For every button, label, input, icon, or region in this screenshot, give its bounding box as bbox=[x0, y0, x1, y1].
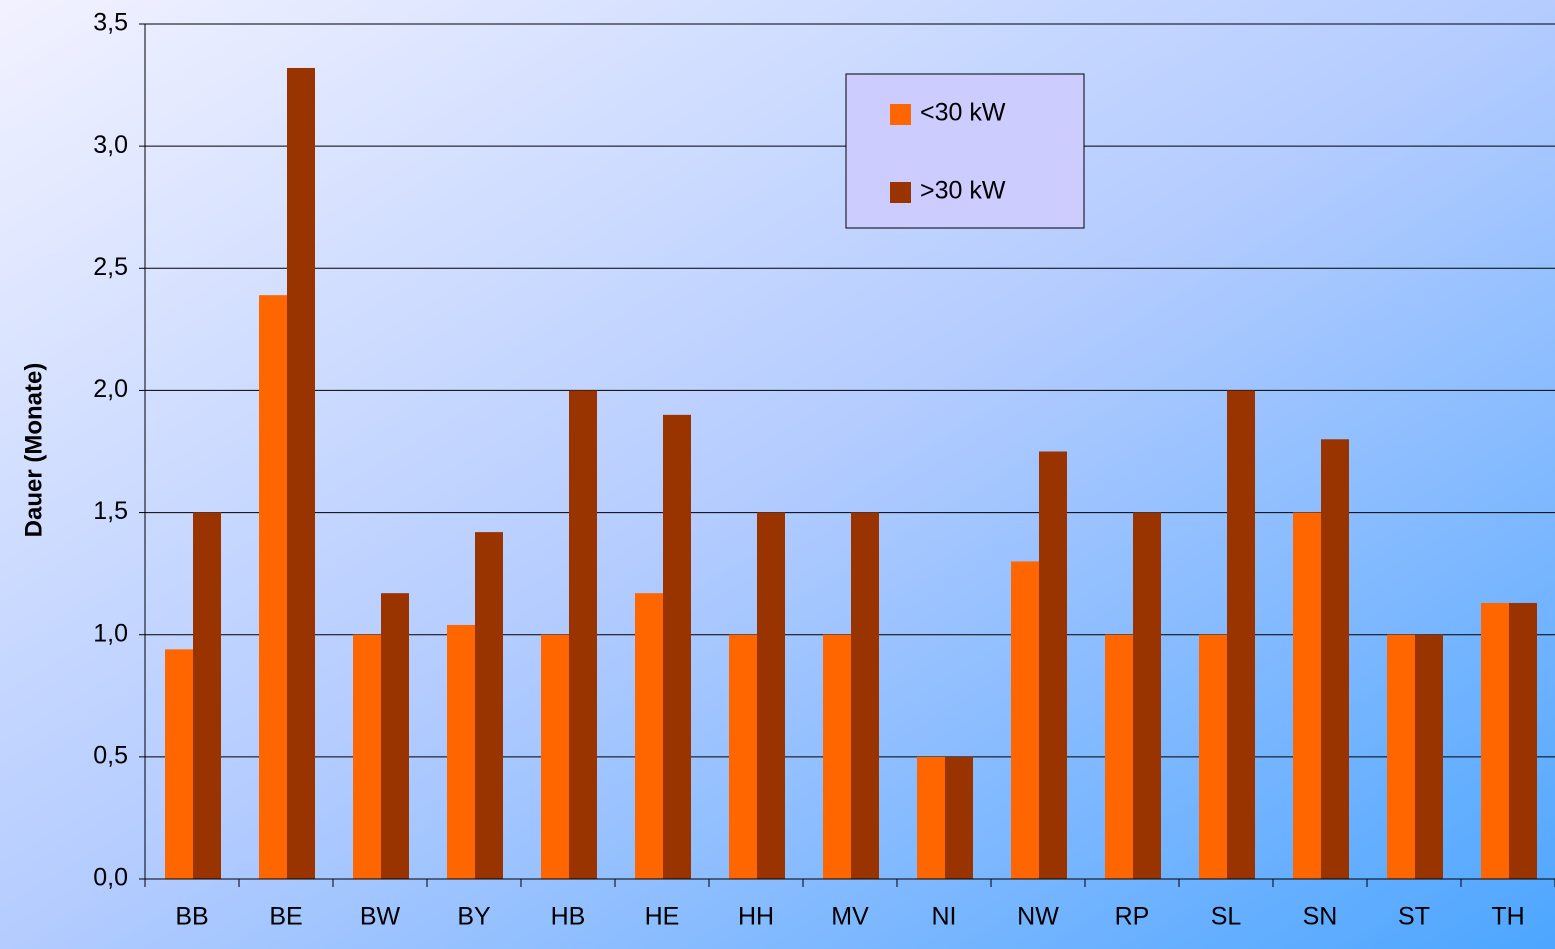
bar bbox=[1039, 451, 1067, 879]
x-tick-label: NW bbox=[1017, 903, 1059, 931]
bar bbox=[569, 390, 597, 879]
bar bbox=[1481, 602, 1509, 879]
x-tick-label: BY bbox=[457, 903, 491, 931]
y-tick-label: 1,0 bbox=[93, 619, 128, 647]
bar bbox=[381, 593, 409, 879]
x-tick-label: HH bbox=[738, 903, 774, 931]
x-tick-label: BB bbox=[175, 903, 208, 931]
bar bbox=[851, 512, 879, 879]
bar bbox=[165, 649, 193, 879]
bar bbox=[945, 756, 973, 879]
bar bbox=[1105, 634, 1133, 879]
bar bbox=[823, 634, 851, 879]
bar bbox=[541, 634, 569, 879]
bar bbox=[917, 756, 945, 879]
x-tick-label: BE bbox=[269, 903, 302, 931]
x-tick-label: SN bbox=[1303, 903, 1338, 931]
bar bbox=[1415, 634, 1443, 879]
x-tick-label: TH bbox=[1491, 903, 1524, 931]
bar bbox=[1133, 512, 1161, 879]
bar bbox=[447, 624, 475, 879]
bar bbox=[1509, 602, 1537, 879]
legend-swatch bbox=[890, 182, 911, 203]
legend-box bbox=[845, 73, 1085, 229]
x-tick-label: HE bbox=[645, 903, 680, 931]
bar bbox=[1011, 561, 1039, 879]
x-tick-label: BW bbox=[360, 903, 401, 931]
bar bbox=[1387, 634, 1415, 879]
bar bbox=[287, 67, 315, 879]
bar bbox=[757, 512, 785, 879]
bar bbox=[259, 295, 287, 880]
bar bbox=[475, 532, 503, 879]
bar bbox=[663, 414, 691, 879]
y-tick-label: 0,0 bbox=[93, 864, 128, 892]
bar bbox=[1227, 390, 1255, 879]
bar bbox=[635, 593, 663, 879]
y-tick-label: 2,5 bbox=[93, 253, 128, 281]
x-tick-label: HB bbox=[551, 903, 586, 931]
y-tick-label: 2,0 bbox=[93, 375, 128, 403]
bar bbox=[729, 634, 757, 879]
legend-label: <30 kW bbox=[920, 99, 1006, 127]
legend-swatch bbox=[890, 104, 911, 125]
y-axis-title: Dauer (Monate) bbox=[20, 363, 47, 538]
x-tick-label: SL bbox=[1211, 903, 1242, 931]
bar bbox=[193, 512, 221, 879]
x-tick-label: MV bbox=[831, 903, 869, 931]
legend-label: >30 kW bbox=[920, 177, 1006, 205]
y-tick-label: 3,5 bbox=[93, 9, 128, 37]
x-tick-label: RP bbox=[1115, 903, 1150, 931]
y-tick-label: 0,5 bbox=[93, 741, 128, 769]
bar bbox=[1321, 439, 1349, 879]
bar bbox=[1199, 634, 1227, 879]
x-tick-label: NI bbox=[932, 903, 957, 931]
x-tick-label: ST bbox=[1398, 903, 1430, 931]
bar bbox=[353, 634, 381, 879]
y-tick-label: 3,0 bbox=[93, 131, 128, 159]
y-tick-label: 1,5 bbox=[93, 497, 128, 525]
bar bbox=[1293, 512, 1321, 879]
